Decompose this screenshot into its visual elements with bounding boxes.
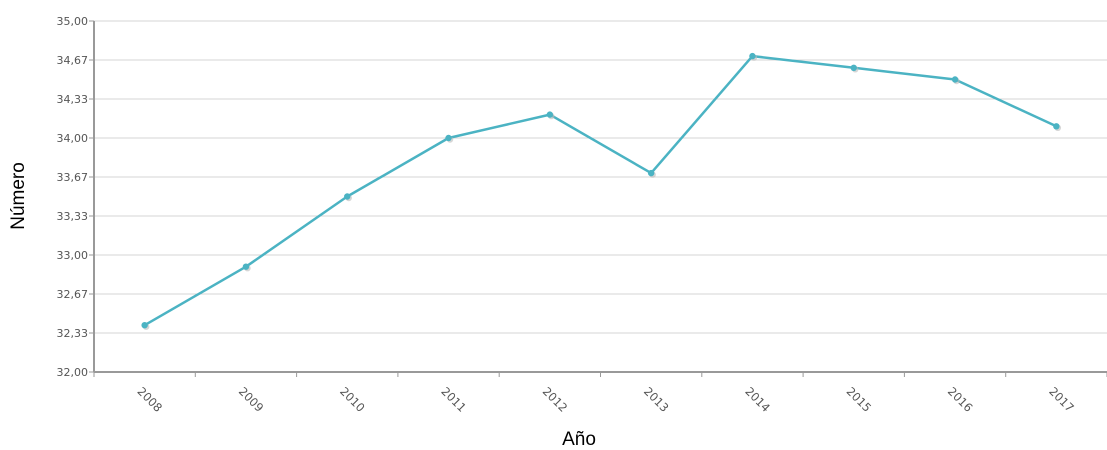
data-point[interactable]	[749, 52, 756, 60]
x-axis-title: Año	[562, 429, 596, 450]
x-tick-label: 2014	[742, 384, 773, 415]
y-axis-title: Número	[8, 162, 29, 230]
y-tick-label: 32,33	[57, 327, 89, 340]
x-tick-label: 2008	[135, 384, 166, 415]
data-point[interactable]	[951, 76, 959, 83]
y-tick-label: 32,67	[57, 288, 89, 301]
x-tick-label: 2013	[641, 384, 672, 415]
y-tick-labels: 32,00 32,33 32,67 33,00 33,33 33,67 34,00 34,33…	[57, 15, 89, 379]
x-tick-labels: 2008 2009 2010 2011 2012 2013 2014 2015 2016 2017	[135, 384, 1077, 415]
x-tick-label: 2011	[438, 384, 469, 415]
y-tick-label: 35,00	[57, 15, 89, 28]
x-tick-label: 2015	[844, 384, 875, 415]
data-point[interactable]	[1053, 123, 1060, 130]
x-tick-label: 2012	[540, 384, 571, 415]
data-point[interactable]	[445, 134, 452, 142]
data-point[interactable]	[141, 322, 148, 329]
x-tick-label: 2009	[236, 384, 267, 415]
y-tick-label: 34,67	[57, 54, 89, 67]
axes	[89, 20, 1107, 377]
y-tick-label: 34,33	[57, 93, 89, 106]
x-tick-label: 2017	[1046, 384, 1077, 415]
data-point[interactable]	[242, 263, 250, 270]
x-tick-label: 2016	[945, 384, 976, 415]
y-tick-label: 33,33	[57, 210, 89, 223]
series-layer	[141, 52, 1062, 330]
data-point[interactable]	[344, 193, 351, 200]
data-point[interactable]	[647, 169, 655, 177]
y-tick-label: 34,00	[57, 132, 89, 145]
y-tick-label: 33,00	[57, 249, 89, 262]
data-point[interactable]	[546, 111, 554, 118]
x-tick-label: 2010	[337, 384, 368, 415]
y-tick-label: 32,00	[57, 366, 89, 379]
data-point[interactable]	[850, 64, 857, 72]
series-line	[144, 54, 1057, 327]
grid-lines	[94, 20, 1107, 373]
y-tick-label: 33,67	[57, 171, 89, 184]
